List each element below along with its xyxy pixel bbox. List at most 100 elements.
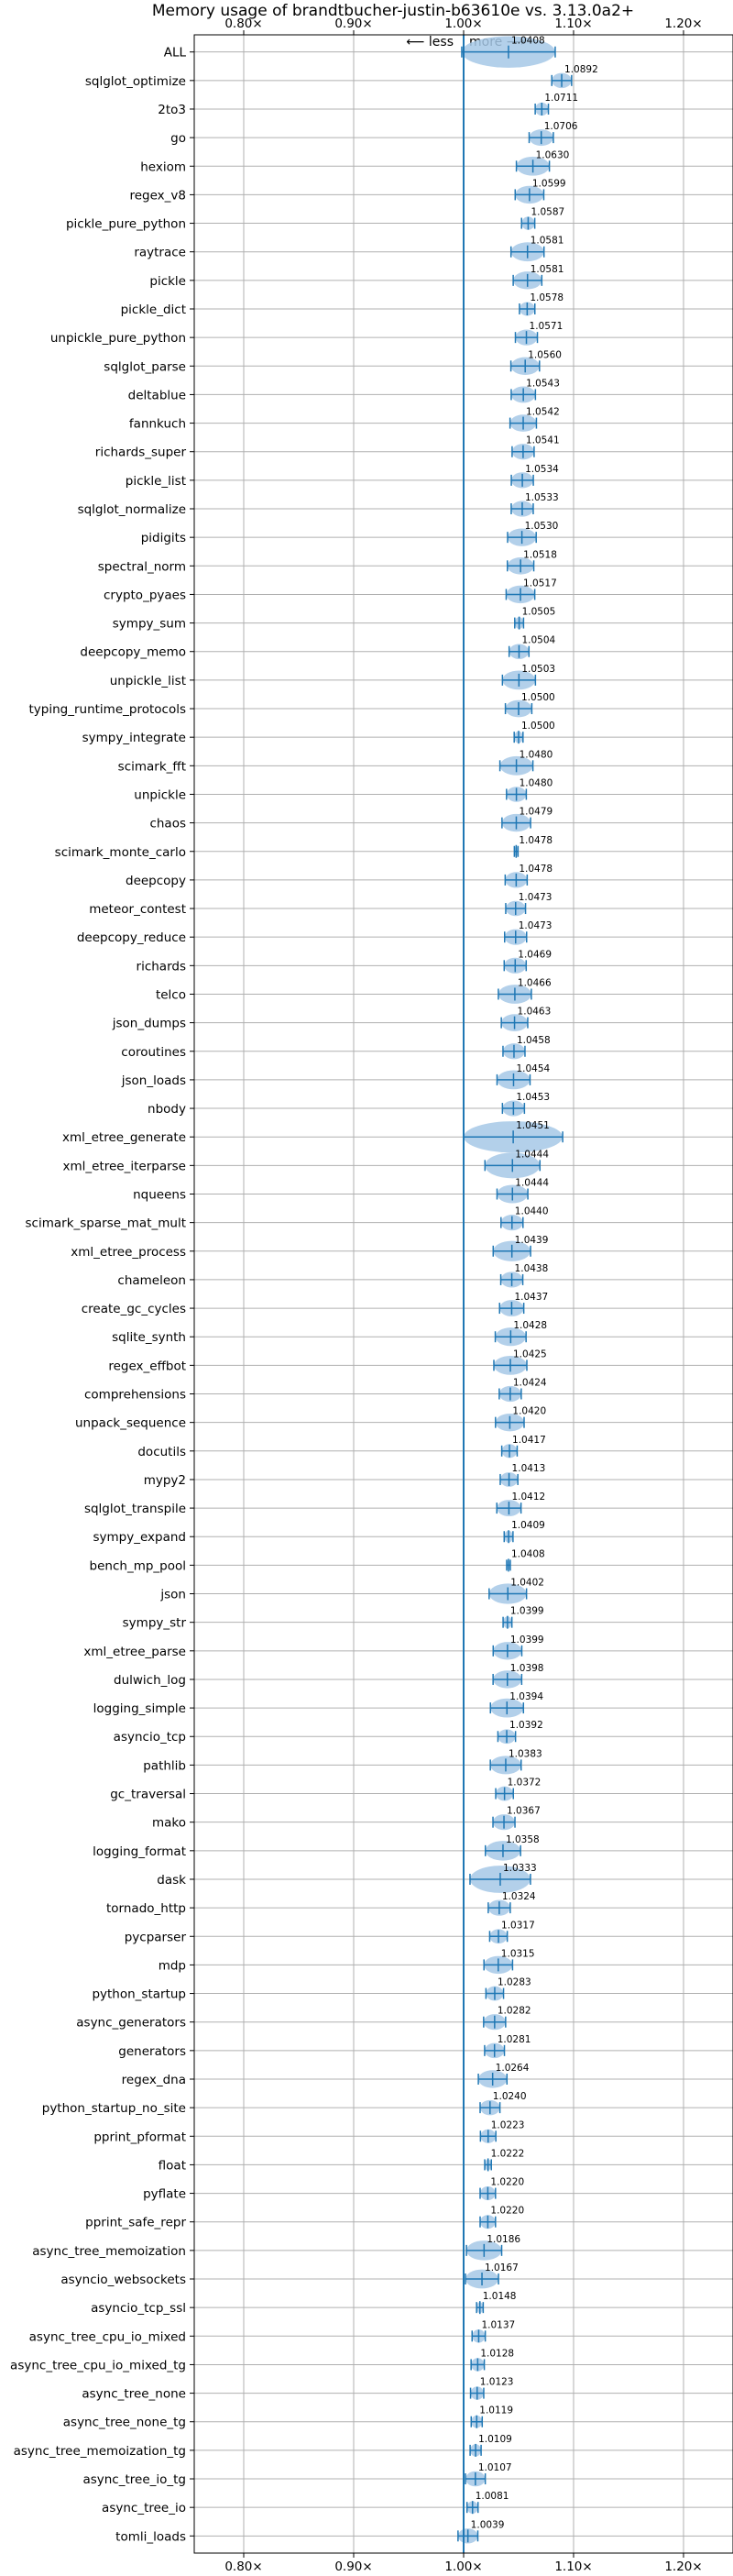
- benchmark-label: python_startup: [92, 1987, 186, 2002]
- value-label: 1.0372: [508, 1778, 542, 1789]
- benchmark-label: unpickle: [134, 787, 186, 802]
- benchmark-label: 2to3: [158, 103, 186, 117]
- benchmark-label: coroutines: [121, 1045, 186, 1060]
- value-label: 1.0148: [483, 2291, 517, 2302]
- value-label: 1.0571: [530, 321, 563, 332]
- value-label: 1.0167: [485, 2262, 519, 2273]
- benchmark-label: mypy2: [144, 1473, 186, 1488]
- benchmark-label: python_startup_no_site: [42, 2101, 186, 2116]
- value-label: 1.0240: [493, 2091, 527, 2102]
- value-label: 1.0542: [526, 407, 560, 418]
- benchmark-label: pycparser: [125, 1930, 187, 1944]
- value-label: 1.0599: [532, 178, 566, 189]
- benchmark-label: dulwich_log: [114, 1673, 186, 1688]
- value-label: 1.0473: [519, 892, 552, 903]
- value-label: 1.0478: [519, 835, 552, 846]
- benchmark-label: create_gc_cycles: [82, 1302, 186, 1316]
- value-label: 1.0578: [530, 292, 563, 303]
- value-label: 1.0107: [478, 2462, 512, 2473]
- x-tick-label-bottom: 1.00×: [444, 2559, 482, 2574]
- value-label: 1.0409: [511, 1520, 545, 1531]
- benchmark-label: scimark_fft: [118, 759, 186, 774]
- benchmark-label: float: [159, 2158, 186, 2173]
- value-label: 1.0186: [487, 2234, 520, 2245]
- benchmark-label: tomli_loads: [115, 2529, 186, 2544]
- value-label: 1.0383: [509, 1748, 542, 1759]
- benchmark-label: async_tree_io_tg: [82, 2472, 186, 2487]
- benchmark-label: mdp: [159, 1958, 186, 1973]
- value-label: 1.0424: [513, 1378, 547, 1389]
- benchmark-label: deepcopy_memo: [80, 645, 186, 660]
- value-label: 1.0315: [501, 1948, 535, 1959]
- value-label: 1.0223: [491, 2119, 525, 2130]
- value-label: 1.0402: [510, 1578, 544, 1589]
- value-label: 1.0137: [481, 2319, 515, 2330]
- value-label: 1.0892: [564, 64, 598, 75]
- value-label: 1.0412: [511, 1492, 545, 1503]
- value-label: 1.0399: [510, 1606, 544, 1617]
- value-label: 1.0281: [498, 2034, 531, 2045]
- tick-layer: 0.80× 0.80× 0.90× 0.90× 1.00× 1.00× 1.10× 1.10×…: [190, 17, 703, 2574]
- value-label: 1.0504: [521, 635, 555, 646]
- value-label: 1.0220: [490, 2177, 524, 2188]
- benchmark-label: deepcopy_reduce: [77, 930, 186, 945]
- benchmark-label: asyncio_tcp: [114, 1730, 186, 1745]
- value-label: 1.0438: [515, 1263, 549, 1274]
- value-label: 1.0706: [544, 121, 578, 132]
- value-label: 1.0220: [490, 2206, 524, 2217]
- x-tick-label-top: 1.10×: [554, 17, 592, 31]
- benchmark-label: scimark_monte_carlo: [55, 845, 186, 860]
- benchmark-label: async_tree_io: [102, 2501, 186, 2515]
- benchmark-label: dask: [157, 1873, 186, 1888]
- benchmark-label: pickle_dict: [121, 303, 186, 317]
- value-label: 1.0530: [525, 521, 559, 532]
- benchmark-label: sympy_str: [123, 1616, 187, 1631]
- benchmark-label: deepcopy: [126, 874, 186, 888]
- value-label: 1.0333: [503, 1863, 537, 1874]
- value-label: 1.0358: [506, 1834, 540, 1845]
- value-label: 1.0473: [519, 920, 552, 931]
- benchmark-label: tornado_http: [106, 1901, 186, 1916]
- value-label: 1.0324: [502, 1891, 536, 1902]
- benchmark-label: ALL: [164, 46, 187, 61]
- benchmark-label: scimark_sparse_mat_mult: [26, 1216, 186, 1231]
- benchmark-label: typing_runtime_protocols: [29, 702, 187, 717]
- value-label: 1.0505: [522, 607, 556, 618]
- value-label: 1.0454: [516, 1063, 550, 1074]
- value-label: 1.0444: [515, 1149, 549, 1160]
- benchmark-label: fannkuch: [129, 417, 186, 432]
- value-label: 1.0478: [519, 864, 552, 875]
- benchmark-label: asyncio_tcp_ssl: [91, 2301, 186, 2316]
- value-label: 1.0039: [471, 2519, 505, 2530]
- value-label: 1.0453: [516, 1092, 550, 1103]
- value-label: 1.0581: [531, 236, 564, 247]
- value-label: 1.0711: [544, 93, 578, 104]
- value-label: 1.0587: [531, 207, 564, 218]
- benchmark-label: async_tree_none_tg: [63, 2416, 186, 2430]
- value-label: 1.0444: [515, 1177, 549, 1188]
- benchmark-label: telco: [156, 987, 186, 1002]
- x-tick-label-top: 1.00×: [444, 17, 482, 31]
- x-tick-label-bottom: 1.10×: [554, 2559, 592, 2574]
- benchmark-label: nbody: [148, 1102, 186, 1117]
- benchmark-label: comprehensions: [84, 1388, 186, 1403]
- value-label: 1.0417: [512, 1435, 546, 1446]
- value-label: 1.0392: [509, 1720, 543, 1731]
- benchmark-label: crypto_pyaes: [104, 588, 186, 602]
- benchmark-label: sympy_sum: [113, 617, 186, 632]
- benchmark-label: pathlib: [143, 1758, 186, 1773]
- x-tick-label-bottom: 1.20×: [664, 2559, 702, 2574]
- value-label: 1.0480: [520, 749, 553, 760]
- benchmark-label: gc_traversal: [110, 1788, 186, 1802]
- benchmark-label: xml_etree_process: [71, 1245, 186, 1260]
- benchmark-label: spectral_norm: [98, 559, 186, 574]
- benchmark-label: pprint_pformat: [93, 2130, 186, 2144]
- value-label: 1.0408: [511, 1548, 545, 1559]
- x-tick-label-top: 1.20×: [664, 17, 702, 31]
- benchmark-label: hexiom: [140, 160, 186, 174]
- benchmark-label: xml_etree_parse: [83, 1645, 186, 1659]
- value-label: 1.0425: [513, 1349, 547, 1360]
- benchmark-label: mako: [152, 1816, 186, 1831]
- benchmark-label: nqueens: [133, 1187, 186, 1202]
